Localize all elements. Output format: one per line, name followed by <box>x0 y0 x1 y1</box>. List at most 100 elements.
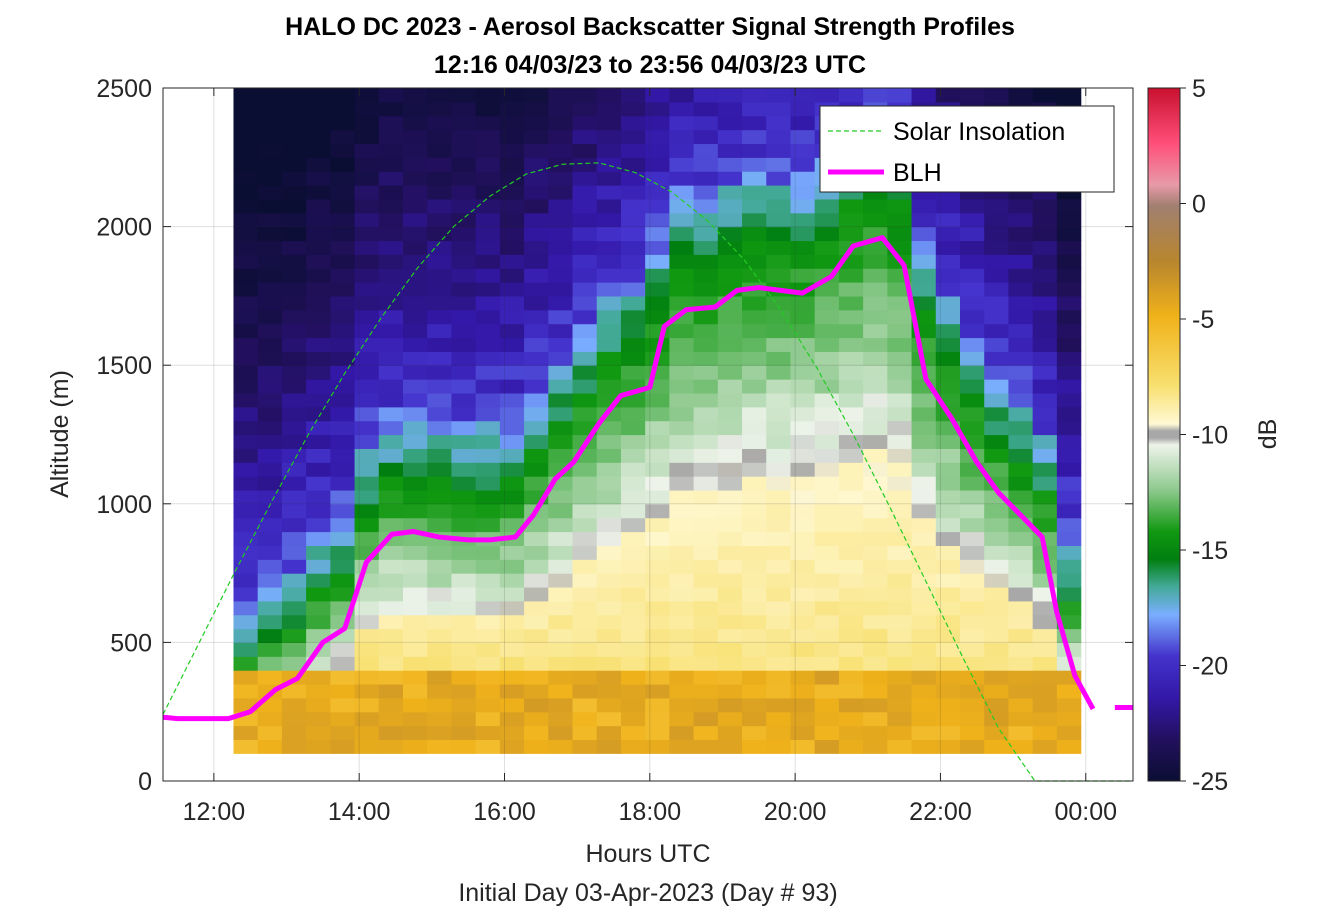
heatmap-cell <box>281 531 307 546</box>
heatmap-cell <box>838 559 864 574</box>
heatmap-cell <box>742 115 767 131</box>
heatmap-cell <box>499 365 525 380</box>
heatmap-cell <box>645 545 670 560</box>
heatmap-cell <box>378 198 404 214</box>
heatmap-cell <box>887 309 913 325</box>
heatmap-cell <box>281 88 307 103</box>
heatmap-cell <box>814 351 840 366</box>
heatmap-cell <box>693 476 719 491</box>
heatmap-cell <box>887 379 913 394</box>
heatmap-cell <box>378 559 404 574</box>
heatmap-cell <box>596 157 622 172</box>
heatmap-cell <box>548 489 574 505</box>
heatmap-cell <box>548 503 574 519</box>
heatmap-cell <box>1008 614 1034 630</box>
heatmap-cell <box>742 642 767 657</box>
heatmap-cell <box>596 254 622 269</box>
heatmap-cell <box>645 254 670 269</box>
heatmap-cell <box>620 351 646 366</box>
heatmap-cell <box>863 295 888 311</box>
heatmap-cell <box>548 670 574 685</box>
heatmap-cell <box>281 143 307 158</box>
heatmap-cell <box>620 503 646 519</box>
heatmap-cell <box>233 185 259 200</box>
heatmap-cell <box>257 586 283 602</box>
heatmap-cell <box>281 268 307 283</box>
heatmap-cell <box>717 434 743 449</box>
heatmap-cell <box>935 614 961 630</box>
heatmap-cell <box>233 670 259 685</box>
heatmap-cell <box>669 254 695 269</box>
heatmap-cell <box>742 101 767 117</box>
heatmap-cell <box>330 115 356 131</box>
heatmap-cell <box>838 323 864 339</box>
heatmap-cell <box>766 198 792 214</box>
heatmap-cell <box>984 198 1010 214</box>
heatmap-cell <box>693 697 719 713</box>
heatmap-cell <box>257 309 283 325</box>
heatmap-cell <box>645 573 670 588</box>
heatmap-cell <box>863 683 888 699</box>
heatmap-cell <box>1056 392 1082 408</box>
heatmap-cell <box>257 157 283 172</box>
heatmap-cell <box>620 392 646 408</box>
heatmap-cell <box>1032 462 1058 477</box>
heatmap-cell <box>524 88 549 103</box>
heatmap-cell <box>257 531 283 546</box>
heatmap-cell <box>742 614 767 630</box>
heatmap-cell <box>281 198 307 214</box>
heatmap-cell <box>524 323 549 339</box>
heatmap-cell <box>330 503 356 519</box>
heatmap-cell <box>475 406 501 422</box>
heatmap-cell <box>475 573 501 588</box>
heatmap-cell <box>742 434 767 449</box>
heatmap-cell <box>281 448 307 463</box>
heatmap-cell <box>330 670 356 685</box>
heatmap-cell <box>645 559 670 574</box>
heatmap-cell <box>596 434 622 449</box>
heatmap-cell <box>378 517 404 533</box>
heatmap-cell <box>620 462 646 477</box>
heatmap-cell <box>354 171 380 186</box>
y-tick-label: 500 <box>110 629 152 657</box>
y-tick-label: 2500 <box>96 75 152 103</box>
heatmap-cell <box>451 559 477 574</box>
heatmap-cell <box>863 268 888 283</box>
heatmap-cell <box>742 143 767 158</box>
heatmap-cell <box>790 462 816 477</box>
heatmap-cell <box>814 670 840 685</box>
heatmap-cell <box>693 462 719 477</box>
heatmap-cell <box>1032 351 1058 366</box>
heatmap-cell <box>306 725 331 741</box>
heatmap-cell <box>330 240 356 255</box>
heatmap-cell <box>863 600 888 616</box>
heatmap-cell <box>306 268 331 283</box>
heatmap-cell <box>499 351 525 366</box>
heatmap-cell <box>669 157 695 172</box>
heatmap-cell <box>378 434 404 449</box>
heatmap-cell <box>306 226 331 242</box>
heatmap-cell <box>863 309 888 325</box>
heatmap-cell <box>1056 337 1082 352</box>
heatmap-cell <box>693 185 719 200</box>
heatmap-cell <box>838 656 864 671</box>
heatmap-cell <box>524 656 549 671</box>
heatmap-cell <box>620 531 646 546</box>
heatmap-cell <box>233 143 259 158</box>
heatmap-cell <box>475 739 501 754</box>
heatmap-cell <box>354 392 380 408</box>
heatmap-cell <box>935 198 961 214</box>
heatmap-cell <box>403 240 428 255</box>
heatmap-cell <box>548 392 574 408</box>
heatmap-cell <box>790 406 816 422</box>
heatmap-cell <box>766 309 792 325</box>
heatmap-cell <box>887 448 913 463</box>
heatmap-cell <box>499 101 525 117</box>
heatmap-cell <box>596 614 622 630</box>
heatmap-cell <box>766 185 792 200</box>
heatmap-cell <box>233 240 259 255</box>
heatmap-cell <box>790 656 816 671</box>
heatmap-cell <box>281 282 307 297</box>
heatmap-cell <box>863 448 888 463</box>
heatmap-cell <box>354 489 380 505</box>
